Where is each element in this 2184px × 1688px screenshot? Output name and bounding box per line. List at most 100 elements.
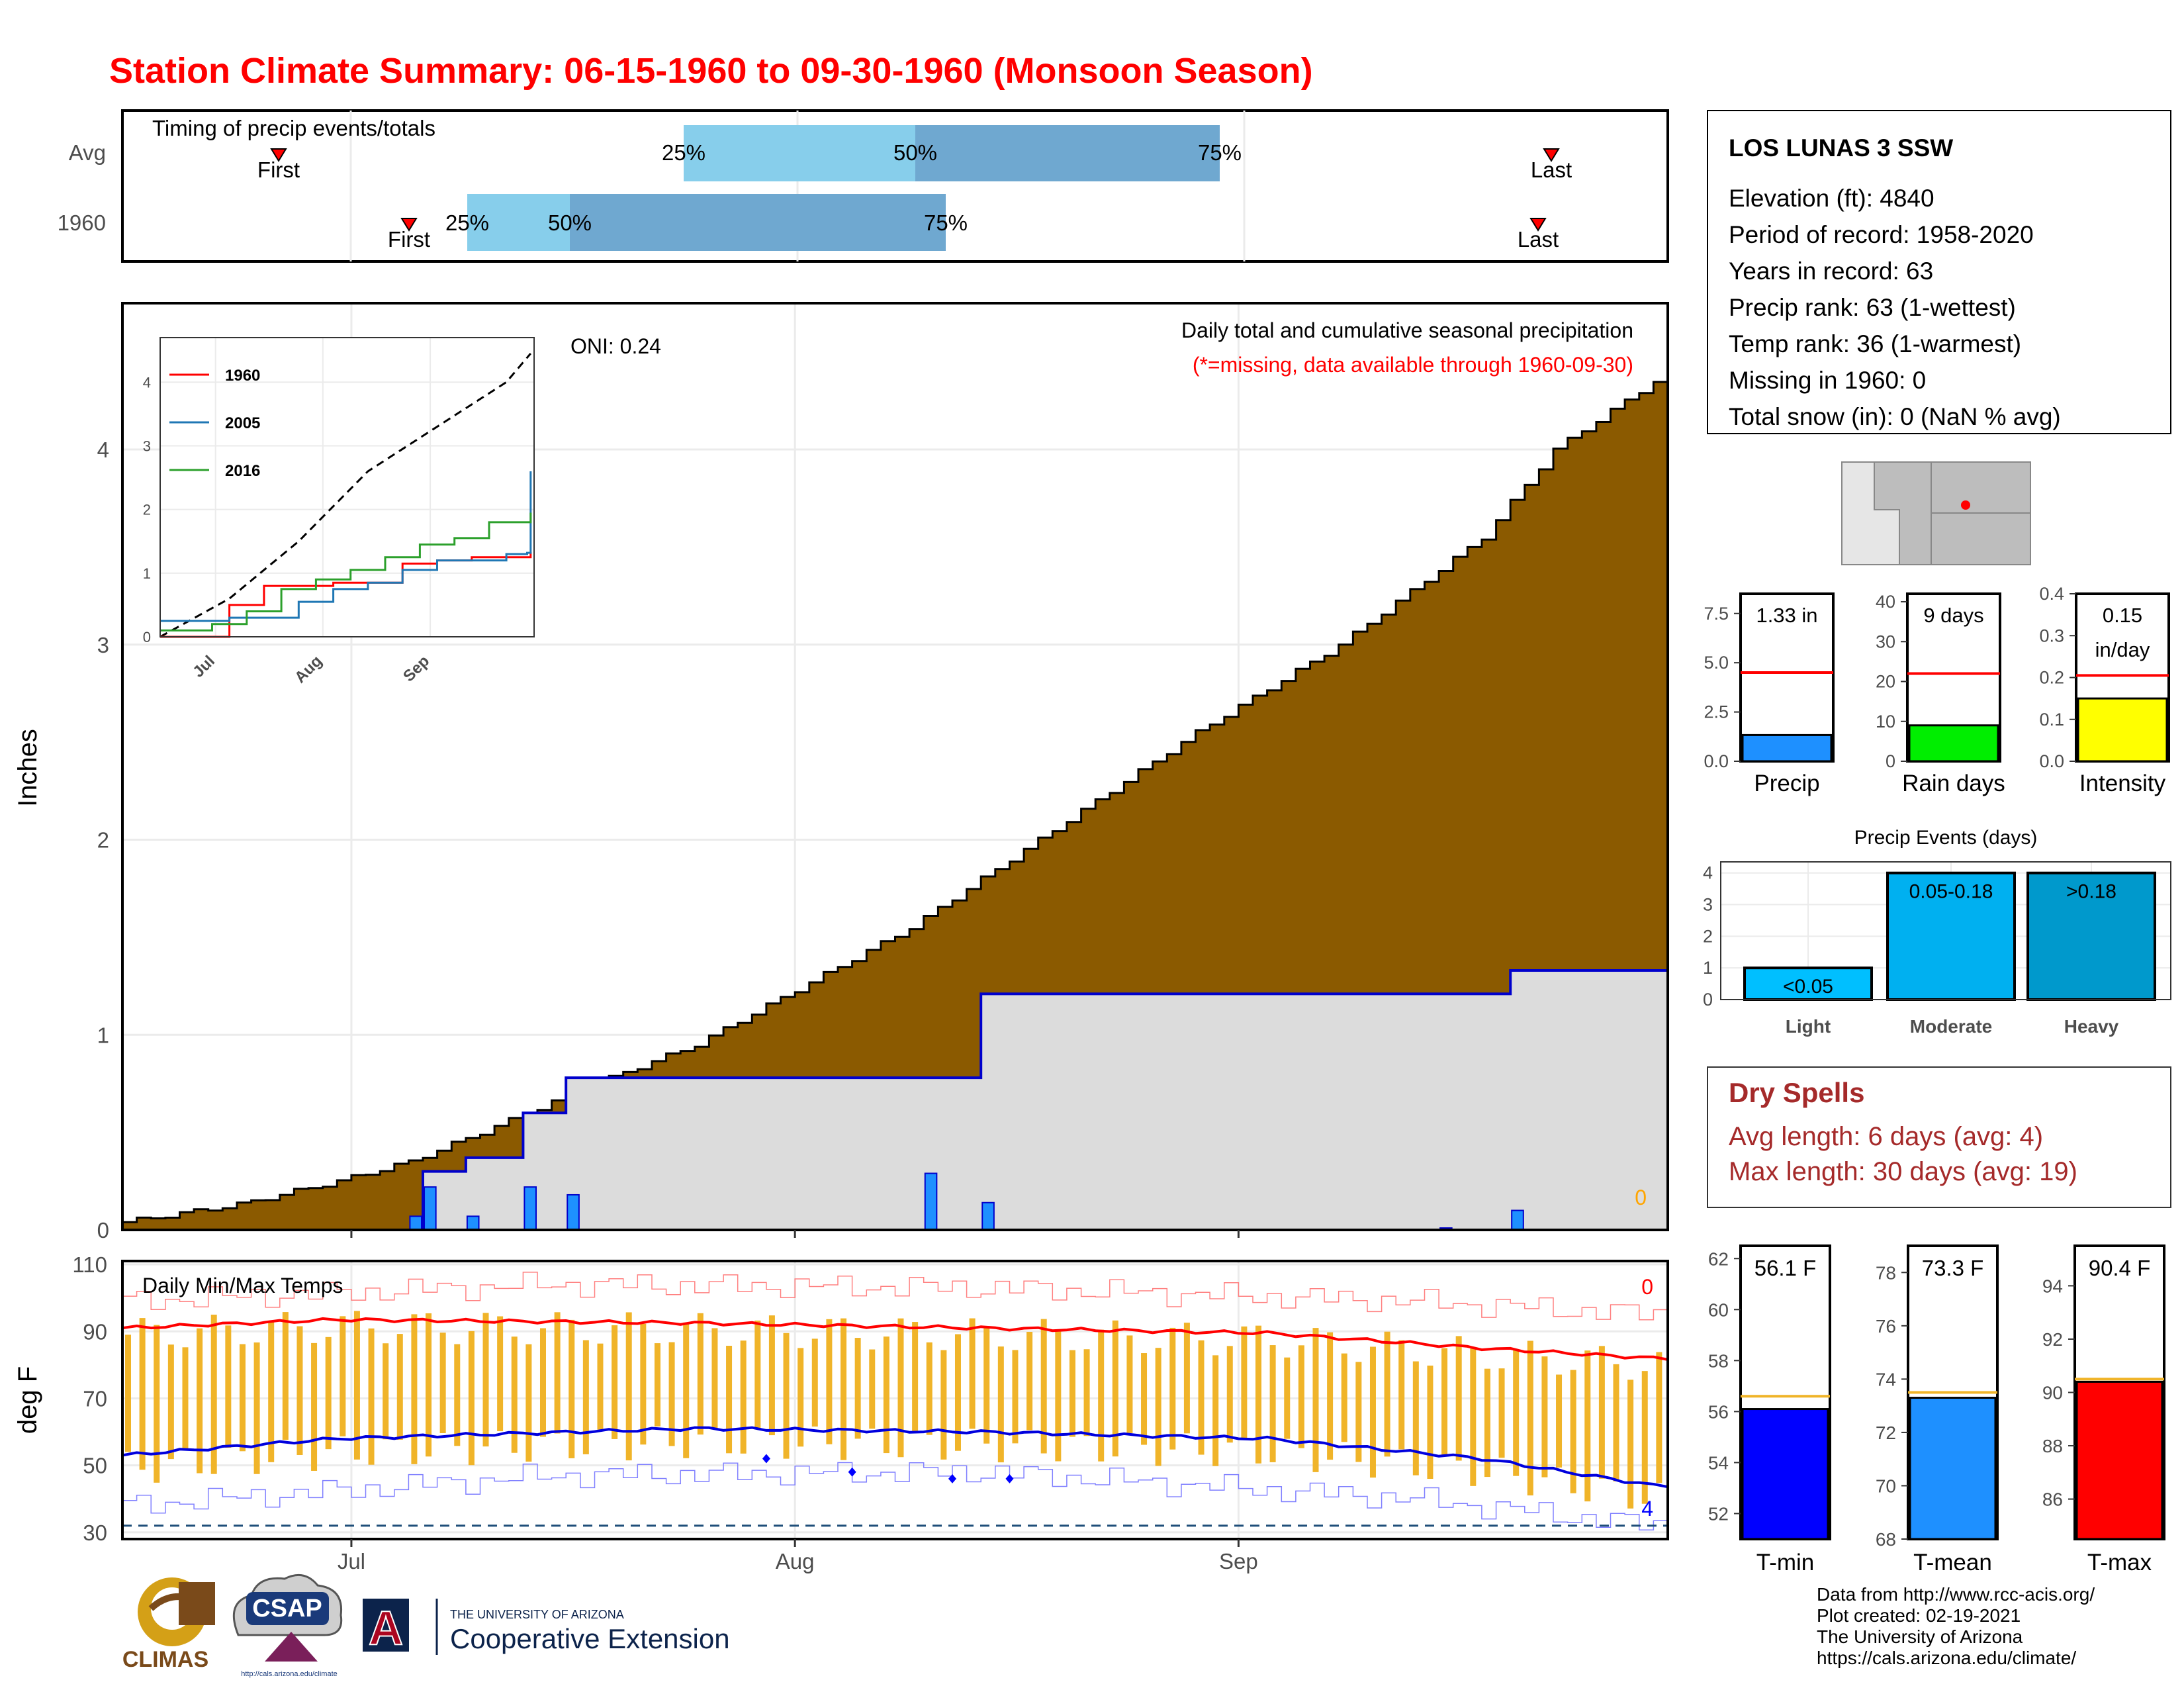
daily-temp-bar bbox=[139, 1318, 146, 1470]
daily-temp-bar bbox=[353, 1311, 360, 1460]
avg-last-marker bbox=[1543, 148, 1560, 162]
temp-summary-tick: 62 bbox=[1708, 1248, 1729, 1269]
y1960-q1-box bbox=[467, 194, 570, 251]
inset-y-tick: 1 bbox=[143, 565, 151, 582]
daily-temp-bar bbox=[1055, 1331, 1062, 1462]
daily-temp-bar bbox=[511, 1336, 518, 1453]
daily-temp-bar bbox=[1513, 1349, 1520, 1476]
csap-logo: CSAP http://cals.arizona.edu/climate bbox=[232, 1573, 343, 1678]
events-bar bbox=[1743, 966, 1873, 1002]
daily-temp-bar bbox=[1012, 1350, 1019, 1444]
inset-avg-line bbox=[159, 353, 531, 638]
daily-temp-bar bbox=[1541, 1356, 1548, 1477]
events-y-tick: 1 bbox=[1703, 958, 1713, 978]
temp-summary-value-label: 90.4 F bbox=[2089, 1256, 2151, 1280]
credit-line-4: https://cals.arizona.edu/climate/ bbox=[1817, 1648, 2076, 1668]
avg-q1-box bbox=[684, 125, 915, 181]
temp-summary-value-label: 56.1 F bbox=[1754, 1256, 1817, 1280]
daily-temp-bar bbox=[1498, 1368, 1505, 1458]
daily-temp-bar bbox=[1141, 1353, 1148, 1445]
daily-temp-bar bbox=[654, 1343, 660, 1427]
events-y-tick: 2 bbox=[1703, 926, 1713, 946]
oni-label: ONI: 0.24 bbox=[570, 334, 661, 358]
record-min-line bbox=[122, 1462, 1668, 1531]
temp-y-tick: 30 bbox=[83, 1521, 107, 1545]
events-x-label: Light bbox=[1786, 1016, 1831, 1037]
daily-temp-bar bbox=[811, 1338, 818, 1427]
daily-temp-bar bbox=[612, 1325, 618, 1439]
daily-temp-bar bbox=[1441, 1348, 1448, 1456]
avg-last-label: Last bbox=[1531, 158, 1572, 182]
daily-temp-bar bbox=[1255, 1325, 1262, 1464]
daily-temp-bar bbox=[826, 1319, 833, 1444]
daily-temp-bar bbox=[167, 1344, 174, 1460]
station-info-line: Missing in 1960: 0 bbox=[1729, 367, 1926, 394]
daily-temp-bar bbox=[1613, 1364, 1619, 1481]
daily-temp-bar bbox=[740, 1340, 747, 1454]
daily-temp-bar bbox=[525, 1344, 532, 1462]
daily-precip-bar bbox=[523, 1186, 537, 1231]
inset-y-tick: 4 bbox=[143, 374, 151, 391]
daily-temp-bar bbox=[468, 1331, 475, 1466]
daily-temp-bar bbox=[797, 1348, 804, 1447]
daily-temp-bar bbox=[1298, 1345, 1304, 1448]
inset-legend-label: 2005 bbox=[225, 414, 260, 432]
daily-temp-bar bbox=[954, 1334, 961, 1451]
station-info-line: Period of record: 1958-2020 bbox=[1729, 221, 2034, 248]
daily-temp-bar bbox=[1641, 1371, 1648, 1504]
daily-temp-bar bbox=[154, 1325, 160, 1483]
daily-temp-bar bbox=[1312, 1328, 1319, 1472]
y-tick-label: 0 bbox=[97, 1218, 109, 1243]
summary-bar-value-label: 9 days bbox=[1923, 604, 1983, 627]
csap-logo-url: http://cals.arizona.edu/climate bbox=[241, 1670, 338, 1678]
dry-spells-title: Dry Spells bbox=[1729, 1077, 1864, 1108]
dry-spells-box: Dry Spells Avg length: 6 days (avg: 4) M… bbox=[1707, 1066, 2171, 1208]
summary-bar-label: Precip bbox=[1754, 771, 1819, 796]
daily-temp-bar bbox=[625, 1312, 632, 1461]
daily-temp-bar bbox=[912, 1322, 919, 1432]
inset-y-tick: 3 bbox=[143, 438, 151, 454]
precip-panel: 0 1 2 3 4 Inches ONI: 0.24 Daily total and c… bbox=[13, 302, 1669, 1243]
daily-temp-bar bbox=[582, 1340, 589, 1454]
daily-temp-bar bbox=[1470, 1348, 1477, 1486]
daily-temp-bar bbox=[854, 1338, 861, 1439]
summary-bar-value bbox=[2077, 697, 2168, 763]
ua-logo-small-text: THE UNIVERSITY OF ARIZONA bbox=[450, 1608, 624, 1621]
avg-max-line bbox=[122, 1317, 1668, 1361]
daily-temp-bar bbox=[1098, 1329, 1105, 1462]
record-low-marker bbox=[1005, 1474, 1014, 1483]
avg-min-line bbox=[122, 1426, 1668, 1489]
y-tick-label: 1 bbox=[97, 1023, 109, 1047]
daily-temp-bar bbox=[697, 1313, 704, 1435]
summary-bar-tick: 20 bbox=[1876, 672, 1895, 692]
daily-precip-bar bbox=[424, 1186, 437, 1231]
daily-temp-bar bbox=[1212, 1355, 1219, 1466]
daily-temp-bar bbox=[1584, 1350, 1591, 1502]
station-location-dot bbox=[1961, 500, 1970, 510]
ua-logo-letter: A bbox=[369, 1602, 403, 1655]
daily-temp-bar bbox=[239, 1344, 246, 1452]
daily-temp-bar bbox=[1556, 1374, 1563, 1468]
events-y-tick: 4 bbox=[1703, 863, 1713, 883]
daily-temp-bar bbox=[711, 1328, 718, 1429]
temp-summary-bar bbox=[1909, 1397, 1997, 1540]
daily-temp-bar bbox=[383, 1343, 389, 1440]
station-info-line: Years in record: 63 bbox=[1729, 258, 1933, 285]
daily-temp-bar bbox=[897, 1318, 904, 1458]
daily-precip-bar bbox=[1511, 1209, 1524, 1231]
daily-temp-bar bbox=[1398, 1340, 1405, 1450]
temp-summary-tick: 92 bbox=[2042, 1329, 2063, 1350]
daily-temp-bar bbox=[497, 1316, 504, 1432]
temp-y-tick: 90 bbox=[83, 1319, 107, 1344]
dry-spells-max: Max length: 30 days (avg: 19) bbox=[1729, 1157, 2077, 1186]
summary-bar-tick: 40 bbox=[1876, 592, 1895, 612]
temp-x-tick: Sep bbox=[1219, 1549, 1258, 1573]
locator-map bbox=[1841, 461, 2031, 565]
station-info-line: Precip rank: 63 (1-wettest) bbox=[1729, 294, 2016, 321]
station-name: LOS LUNAS 3 SSW bbox=[1729, 134, 1953, 162]
temp-summary-tick: 58 bbox=[1708, 1350, 1729, 1371]
avg-first-label: First bbox=[257, 158, 300, 182]
y-tick-label: 2 bbox=[97, 828, 109, 853]
daily-temp-bar bbox=[1384, 1331, 1390, 1457]
